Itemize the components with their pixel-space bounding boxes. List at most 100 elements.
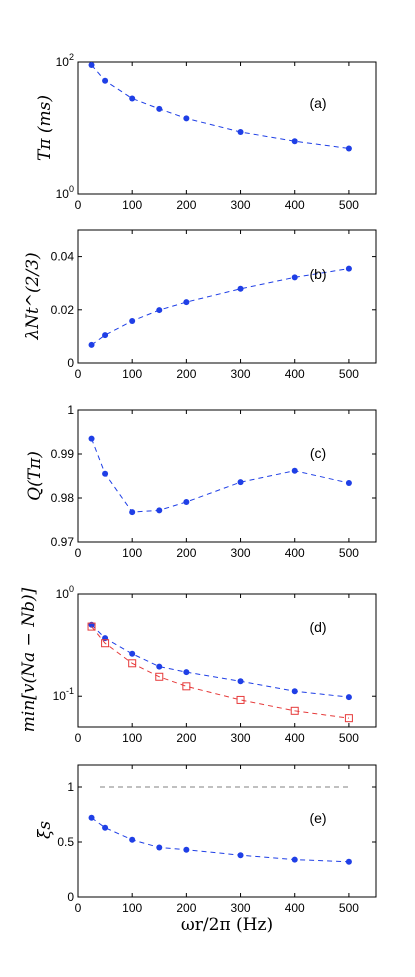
panel-a-ytick-label: 102 xyxy=(56,52,74,69)
panel-c-series-blue-point xyxy=(129,509,136,516)
panel-d-series-red-point xyxy=(290,706,299,715)
panel-d-tag: (d) xyxy=(309,619,326,635)
panel-a-series-blue-point xyxy=(237,128,244,135)
panel-d-xtick-label: 0 xyxy=(75,731,82,745)
panel-e-ytick-label: 0.5 xyxy=(57,835,74,849)
panel-a-series-blue-point xyxy=(88,62,95,69)
panel-d-series-blue-point xyxy=(129,650,136,657)
panel-a-series-blue-point xyxy=(129,95,136,102)
panel-b-xtick-label: 400 xyxy=(285,367,305,381)
panel-d-xtick-label: 500 xyxy=(339,731,359,745)
panel-c-ytick-label: 0.97 xyxy=(51,535,75,549)
panel-e-series-blue-point xyxy=(183,846,190,853)
panel-d-series-red-line xyxy=(91,626,349,719)
panel-d-series-red-point xyxy=(155,672,164,681)
panel-d-ylabel: min[v(Na − Nb)] xyxy=(19,587,39,732)
panel-e-xtick-label: 100 xyxy=(122,901,142,915)
panel-b-tag: (b) xyxy=(309,266,326,282)
panel-a-xtick-label: 500 xyxy=(339,198,359,212)
panel-e-xtick-label: 200 xyxy=(176,901,196,915)
panel-e-series-blue-point xyxy=(291,856,298,863)
panel-a-series-blue-point xyxy=(291,138,298,145)
panel-b-series-blue-point xyxy=(291,274,298,281)
panel-c-series-blue-point xyxy=(102,470,109,477)
panel-a-tag: (a) xyxy=(309,95,326,111)
panel-e: 0 100 200 300 400 500 0 0.5 1 (e) ξs xyxy=(35,764,377,915)
panel-d-xtick-label: 100 xyxy=(122,731,142,745)
panel-c-xtick-label: 0 xyxy=(75,546,82,560)
panel-b-series-blue-point xyxy=(237,285,244,292)
panel-e-series-blue-point xyxy=(345,858,352,865)
panel-b-ytick-label: 0 xyxy=(67,356,74,370)
panel-d-ytick-label: 10-1 xyxy=(53,686,74,703)
panel-c-ylabel: Q(Tπ) xyxy=(25,451,45,501)
panel-e-series-blue-point xyxy=(129,836,136,843)
panel-d-series-blue-point xyxy=(183,669,190,676)
panel-e-series-blue-point xyxy=(102,824,109,831)
panel-c: 0 100 200 300 400 500 0.97 0.98 0.99 1 (c) Q(Tπ) xyxy=(25,403,377,560)
panel-a-xtick-label: 200 xyxy=(176,198,196,212)
panel-d-series-blue-line xyxy=(91,624,349,698)
panel-d-series-red-point xyxy=(182,682,191,691)
x-axis-label: ωr/2π (Hz) xyxy=(181,915,273,935)
panel-e-series-blue-point xyxy=(156,844,163,851)
panel-b-xtick-label: 100 xyxy=(122,367,142,381)
panel-b-series-blue-point xyxy=(88,341,95,348)
panel-b-xtick-label: 300 xyxy=(231,367,251,381)
panel-c-series-blue-line xyxy=(91,438,350,513)
panel-a-ytick-label: 100 xyxy=(56,184,74,201)
panel-b-ytick-label: 0.04 xyxy=(51,250,75,264)
panel-e-series-blue-point xyxy=(237,852,244,859)
panel-d-series-red-point xyxy=(236,695,245,704)
panel-b-series-blue-point xyxy=(102,332,109,339)
panel-d-series-red-point xyxy=(101,639,110,648)
panel-c-xtick-label: 400 xyxy=(285,546,305,560)
panel-e-ytick-label: 0 xyxy=(67,890,74,904)
panel-b: 0 100 200 300 400 500 0 0.02 0.04 (b) λNt^(2/3) xyxy=(23,229,377,381)
panel-e-series-blue-line xyxy=(91,817,349,863)
panel-e-marks: 0 100 200 300 400 500 0 0.5 1 xyxy=(57,765,376,915)
panel-d-series-blue-point xyxy=(156,663,163,670)
panel-b-frame xyxy=(77,229,377,364)
panel-d-ytick-label: 100 xyxy=(56,584,74,601)
panel-e-ytick-label: 1 xyxy=(67,780,74,794)
panel-a-series-blue-point xyxy=(102,77,109,84)
panel-d-series-blue-point xyxy=(102,635,109,642)
panel-e-xtick-label: 500 xyxy=(339,901,359,915)
panel-e-tag: (e) xyxy=(309,810,326,826)
panel-d-series-blue-point xyxy=(237,678,244,685)
panel-a-series-blue-point xyxy=(345,145,352,152)
panel-d-xtick-label: 200 xyxy=(176,731,196,745)
panel-c-xtick-label: 300 xyxy=(231,546,251,560)
panel-b-xtick-label: 200 xyxy=(176,367,196,381)
panel-d-marks: 0 100 200 300 400 500 10-1 100 xyxy=(53,584,376,745)
panel-b-series-blue-point xyxy=(345,265,352,272)
panel-c-ytick-label: 0.99 xyxy=(51,447,75,461)
panel-b-xtick-label: 0 xyxy=(75,367,82,381)
panel-b-series-blue-point xyxy=(183,299,190,306)
panel-c-series-blue-point xyxy=(237,479,244,486)
panel-b-xtick-label: 500 xyxy=(339,367,359,381)
panel-e-series-blue-point xyxy=(88,814,95,821)
panel-b-series-blue-point xyxy=(156,307,163,314)
panel-c-xtick-label: 200 xyxy=(176,546,196,560)
panel-e-frame xyxy=(77,764,377,898)
panel-c-tag: (c) xyxy=(310,445,326,461)
panel-c-xtick-label: 100 xyxy=(122,546,142,560)
panel-d-series-red-point xyxy=(344,714,353,723)
panel-c-series-blue-point xyxy=(88,435,95,442)
panel-b-ytick-label: 0.02 xyxy=(51,303,75,317)
panel-e-xtick-label: 300 xyxy=(231,901,251,915)
panel-c-xtick-label: 500 xyxy=(339,546,359,560)
panel-c-ytick-label: 0.98 xyxy=(51,491,75,505)
panel-a-xtick-label: 300 xyxy=(231,198,251,212)
panel-c-series-blue-point xyxy=(291,467,298,474)
panel-d-series-blue-point xyxy=(345,694,352,701)
panel-c-marks: 0 100 200 300 400 500 0.97 0.98 0.99 1 xyxy=(51,403,376,560)
panel-a-xtick-label: 400 xyxy=(285,198,305,212)
panel-a-ylabel: Tπ (ms) xyxy=(35,95,55,161)
panel-b-marks: 0 100 200 300 400 500 0 0.02 0.04 xyxy=(51,230,376,381)
